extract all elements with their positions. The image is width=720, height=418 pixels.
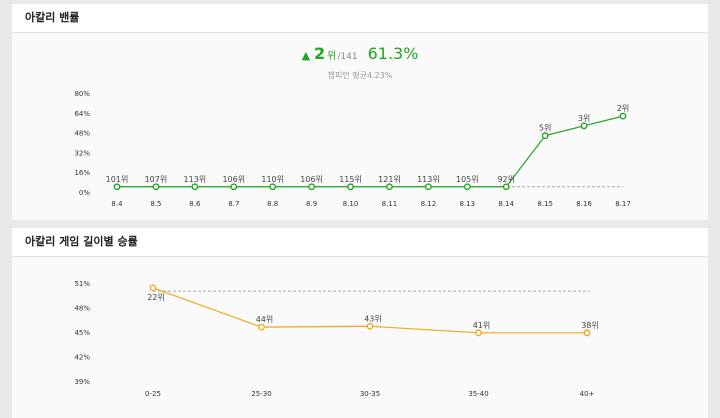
ban-rate-panel: 아칼리 밴률 ▲ 2 위/141 61.3% 챔피언 평균4.23% 80% 64% 48… (12, 4, 708, 220)
ban-x-tick-label: 8.17 (615, 200, 631, 208)
game-length-chart: 51% 48% 45% 42% 39% 0-25 25-30 30-35 35-40 40+ 22위… (74, 280, 599, 398)
ban-data-label: 106위 (300, 175, 323, 184)
ban-data-label: 101위 (106, 175, 129, 184)
ban-x-tick-label: 8.4 (111, 200, 123, 208)
ban-rank: 2 (314, 44, 326, 63)
ban-series-line (117, 115, 624, 188)
ban-data-label: 113위 (184, 175, 207, 184)
ban-data-point (347, 183, 354, 191)
length-x-tick-label: 25-30 (251, 390, 271, 398)
ban-y-tick-label: 64% (74, 110, 90, 118)
ban-data-point (580, 122, 588, 130)
ban-data-label: 106위 (222, 175, 245, 184)
length-data-point (258, 323, 265, 331)
ban-y-tick-label: 32% (74, 149, 90, 157)
ban-x-tick-label: 8.6 (189, 200, 201, 208)
length-data-point (583, 329, 591, 337)
ban-data-label: 107위 (145, 175, 168, 184)
ban-data-label: 121위 (378, 175, 401, 184)
ban-x-tick-label: 8.11 (382, 200, 398, 208)
length-y-tick-label: 45% (74, 329, 90, 337)
length-data-label: 22위 (147, 293, 165, 302)
ban-data-label: 105위 (456, 175, 479, 184)
ban-data-point (541, 132, 549, 140)
ban-x-tick-label: 8.13 (460, 200, 476, 208)
ban-x-tick-label: 8.7 (228, 200, 239, 208)
length-x-tick-label: 0-25 (145, 390, 161, 398)
ban-x-tick-label: 8.16 (576, 200, 592, 208)
ban-data-point (308, 183, 316, 191)
length-y-tick-label: 39% (74, 378, 90, 386)
ban-x-tick-label: 8.5 (150, 200, 161, 208)
ban-x-tick-label: 8.12 (421, 200, 437, 208)
length-data-label: 38위 (581, 321, 599, 330)
up-triangle-icon: ▲ (301, 49, 311, 62)
length-data-point (475, 329, 482, 337)
length-y-tick-label: 51% (74, 280, 90, 288)
ban-data-label: 3위 (578, 114, 590, 123)
length-x-tick-label: 35-40 (468, 390, 488, 398)
ban-rate-chart: 80% 64% 48% 32% 16% 0% 8.4 8.5 8.6 8.7 8.8 8.9 8.10 8… (74, 90, 631, 208)
ban-rank-total: /141 (337, 52, 358, 62)
ban-rate-title: 아칼리 밴률 (12, 4, 708, 33)
ban-data-label: 110위 (261, 175, 284, 184)
length-x-tick-label: 30-35 (360, 390, 380, 398)
ban-y-tick-label: 0% (79, 189, 90, 197)
ban-x-tick-label: 8.14 (498, 200, 514, 208)
length-data-point (149, 284, 157, 292)
ban-data-label: 92위 (497, 175, 515, 184)
length-data-label: 41위 (473, 321, 491, 330)
ban-data-label: 115위 (339, 175, 362, 184)
ban-data-point (113, 183, 121, 191)
ban-data-point (463, 183, 471, 191)
ban-data-point (230, 183, 238, 191)
ban-rank-unit: 위 (327, 51, 337, 62)
length-x-tick-label: 40+ (580, 390, 595, 398)
ban-data-point (619, 112, 627, 120)
ban-data-label: 2위 (617, 104, 629, 113)
length-data-point (366, 322, 374, 330)
ban-x-tick-label: 8.10 (343, 200, 359, 208)
ban-data-point (152, 183, 160, 191)
ban-data-point (424, 183, 432, 191)
ban-x-tick-label: 8.9 (306, 200, 317, 208)
ban-data-point (191, 183, 199, 191)
ban-rate-summary: ▲ 2 위/141 61.3% (12, 44, 708, 66)
ban-y-tick-label: 16% (74, 169, 90, 177)
ban-data-point (502, 183, 510, 191)
length-y-tick-label: 48% (74, 305, 90, 313)
ban-x-tick-label: 8.15 (537, 200, 553, 208)
length-data-label: 43위 (364, 314, 382, 323)
ban-data-label: 5위 (539, 124, 551, 133)
ban-data-point (386, 183, 393, 191)
ban-x-tick-label: 8.8 (267, 200, 278, 208)
game-length-panel: 아칼리 게임 길이별 승률 51% 48% 45% 42% 39% 0-25 25-30 30… (12, 228, 708, 418)
length-data-label: 44위 (256, 315, 274, 324)
ban-y-tick-label: 80% (74, 90, 90, 98)
champion-average-label: 챔피언 평균4.23% (327, 71, 393, 80)
game-length-title: 아칼리 게임 길이별 승률 (12, 228, 708, 257)
ban-rate-value: 61.3% (367, 44, 419, 63)
ban-data-point (269, 183, 277, 191)
ban-y-tick-label: 48% (74, 130, 90, 138)
length-y-tick-label: 42% (74, 354, 90, 362)
ban-data-label: 113위 (417, 175, 440, 184)
